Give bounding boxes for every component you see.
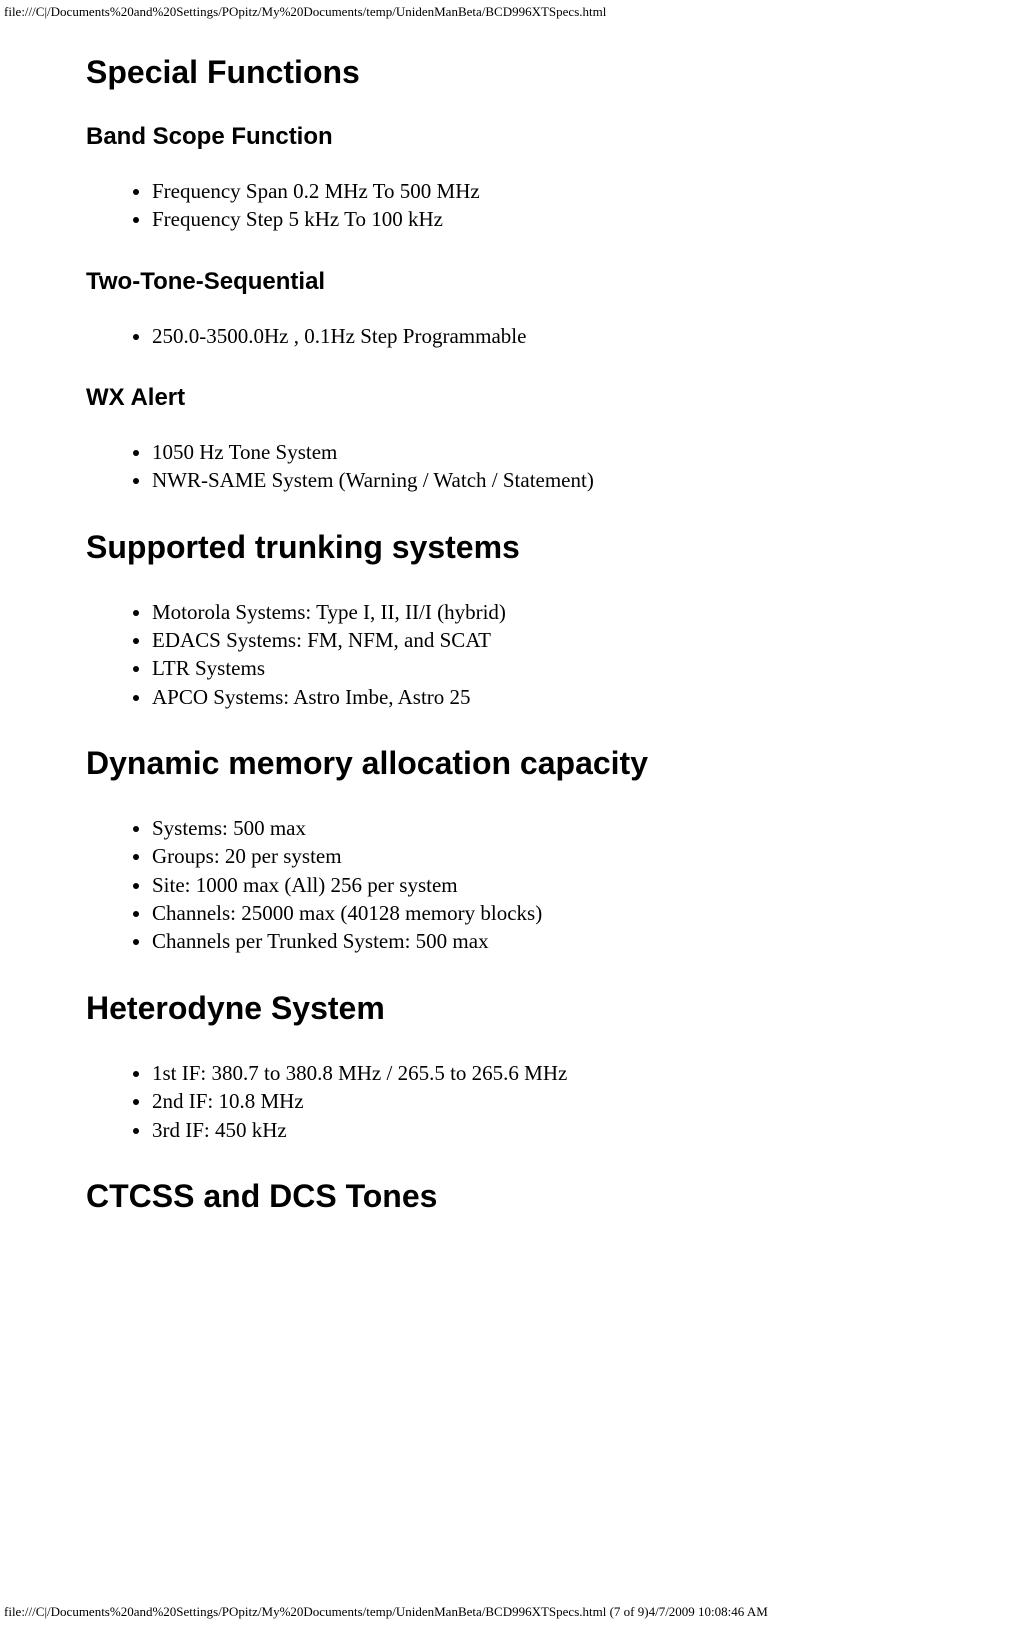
list-heterodyne: 1st IF: 380.7 to 380.8 MHz / 265.5 to 26… — [86, 1059, 900, 1144]
heading-two-tone: Two-Tone-Sequential — [86, 268, 900, 296]
list-item: Groups: 20 per system — [152, 842, 900, 870]
heading-wx-alert: WX Alert — [86, 384, 900, 412]
list-item: 2nd IF: 10.8 MHz — [152, 1087, 900, 1115]
list-item: Systems: 500 max — [152, 814, 900, 842]
list-two-tone: 250.0-3500.0Hz , 0.1Hz Step Programmable — [86, 322, 900, 350]
list-item: Frequency Span 0.2 MHz To 500 MHz — [152, 177, 900, 205]
heading-ctcss-dcs: CTCSS and DCS Tones — [86, 1178, 900, 1215]
header-file-path: file:///C|/Documents%20and%20Settings/PO… — [0, 0, 1010, 24]
list-item: Motorola Systems: Type I, II, II/I (hybr… — [152, 598, 900, 626]
list-item: LTR Systems — [152, 654, 900, 682]
list-item: Frequency Step 5 kHz To 100 kHz — [152, 205, 900, 233]
list-band-scope: Frequency Span 0.2 MHz To 500 MHz Freque… — [86, 177, 900, 234]
list-item: Channels per Trunked System: 500 max — [152, 927, 900, 955]
list-item: EDACS Systems: FM, NFM, and SCAT — [152, 626, 900, 654]
list-item: APCO Systems: Astro Imbe, Astro 25 — [152, 683, 900, 711]
list-item: 3rd IF: 450 kHz — [152, 1116, 900, 1144]
list-wx-alert: 1050 Hz Tone System NWR-SAME System (War… — [86, 438, 900, 495]
heading-special-functions: Special Functions — [86, 54, 900, 91]
list-item: 1st IF: 380.7 to 380.8 MHz / 265.5 to 26… — [152, 1059, 900, 1087]
list-item: Site: 1000 max (All) 256 per system — [152, 871, 900, 899]
list-item: Channels: 25000 max (40128 memory blocks… — [152, 899, 900, 927]
list-item: NWR-SAME System (Warning / Watch / State… — [152, 466, 900, 494]
document-content: Special Functions Band Scope Function Fr… — [0, 24, 900, 1215]
heading-trunking-systems: Supported trunking systems — [86, 529, 900, 566]
list-item: 250.0-3500.0Hz , 0.1Hz Step Programmable — [152, 322, 900, 350]
heading-memory-allocation: Dynamic memory allocation capacity — [86, 745, 900, 782]
list-memory: Systems: 500 max Groups: 20 per system S… — [86, 814, 900, 956]
heading-heterodyne: Heterodyne System — [86, 990, 900, 1027]
list-trunking: Motorola Systems: Type I, II, II/I (hybr… — [86, 598, 900, 711]
heading-band-scope: Band Scope Function — [86, 123, 900, 151]
footer-file-path: file:///C|/Documents%20and%20Settings/PO… — [4, 1604, 1006, 1620]
list-item: 1050 Hz Tone System — [152, 438, 900, 466]
